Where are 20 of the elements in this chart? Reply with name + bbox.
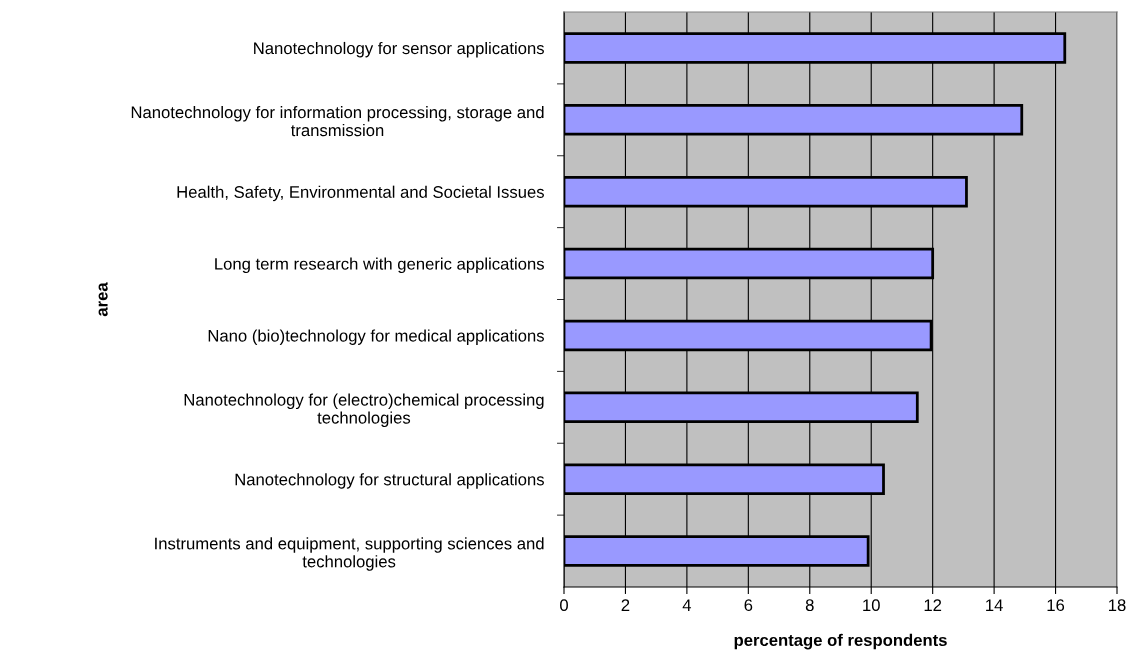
y-tick-label: Long term research with generic applications <box>215 257 544 274</box>
y-tick-label: Nanotechnology for information processing, storage and transmission <box>131 106 544 137</box>
x-tick-label: 16 <box>1047 599 1065 612</box>
y-tick-label: Instruments and equipment, supporting sciences and technologies <box>155 537 544 571</box>
y-tick-label: Nanotechnology for (electro)chemical processing technologies <box>184 393 544 427</box>
x-axis-title: percentage of respondents <box>734 633 947 650</box>
x-tick-label: 2 <box>621 599 630 611</box>
x-tick-label: 12 <box>924 599 942 611</box>
x-tick-label: 8 <box>805 599 814 612</box>
y-tick-label: Nano (bio)technology for medical applications <box>208 329 544 345</box>
y-tick-label: Nanotechnology for structural applications <box>235 473 544 489</box>
x-tick-label: 4 <box>682 599 692 611</box>
x-tick-label: 14 <box>986 599 1003 611</box>
x-tick-label: 18 <box>1109 599 1126 612</box>
y-tick-label: Health, Safety, Environmental and Societal Issues <box>177 185 544 202</box>
x-tick-label: 0 <box>560 599 568 612</box>
x-tick-label: 6 <box>744 599 753 612</box>
y-axis-title: area <box>98 282 108 317</box>
y-tick-label: Nanotechnology for sensor applications <box>254 41 544 58</box>
x-tick-label: 10 <box>863 599 880 612</box>
